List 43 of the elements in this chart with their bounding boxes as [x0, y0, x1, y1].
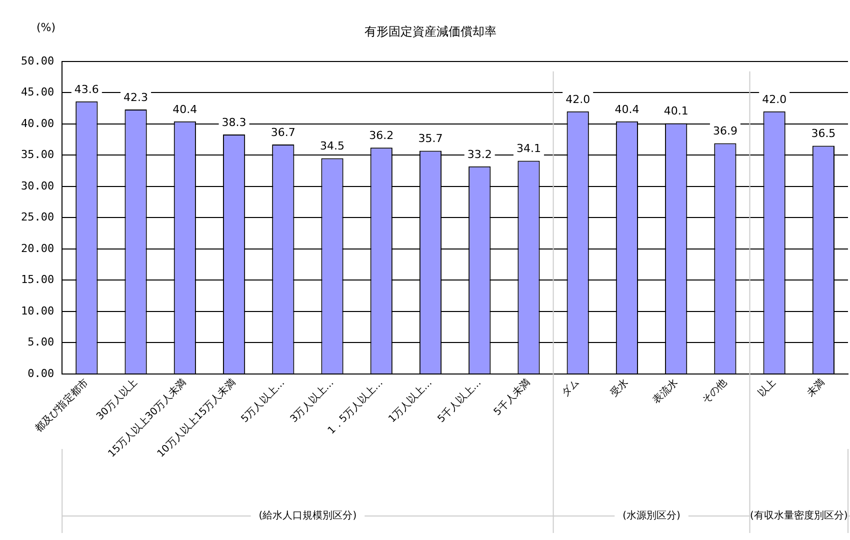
x-tick-label: 30万人以上 [94, 376, 140, 422]
x-tick-label: 以上 [756, 376, 778, 400]
x-tick-label: 5千人以上… [435, 376, 484, 426]
data-label: 34.5 [320, 140, 345, 153]
data-label: 34.1 [516, 142, 541, 156]
y-tick-label: 10.00 [20, 304, 54, 318]
data-label: 40.4 [172, 102, 198, 116]
x-tick-label: 5千人未満 [491, 376, 533, 418]
y-tick-label: 15.00 [20, 273, 54, 286]
data-label: 36.7 [270, 126, 296, 139]
data-label: 36.9 [712, 124, 738, 138]
y-tick-label: 40.00 [20, 116, 54, 130]
y-tick-label: 45.00 [20, 86, 54, 99]
data-label: 40.4 [614, 102, 640, 116]
data-label: 42.0 [566, 92, 590, 106]
y-tick-label: 20.00 [20, 242, 54, 255]
text: (給水人口規模別区分) [258, 510, 357, 522]
y-tick-label: 25.00 [20, 210, 54, 224]
data-label: 36.2 [369, 129, 394, 142]
y-tick-label: 5.00 [28, 336, 54, 349]
data-label: 36.5 [811, 127, 836, 140]
y-tick-label: 35.00 [20, 148, 54, 162]
x-tick-label: その他 [699, 376, 730, 406]
y-tick-label: 30.00 [20, 179, 54, 192]
text: (有収水量密度別区分) [750, 510, 848, 522]
data-label: 42.0 [762, 92, 787, 106]
data-label: 43.6 [74, 82, 99, 96]
y-axis-title: (%) [36, 20, 56, 34]
x-tick-label: 未満 [804, 376, 828, 400]
data-label: 35.7 [418, 132, 443, 146]
data-label: 42.3 [124, 90, 148, 104]
chart-title: 有形固定資産減価償却率 [364, 24, 496, 38]
x-tick-label: 表流水 [650, 376, 680, 406]
data-label: 33.2 [467, 148, 492, 161]
y-tick-label: 50.00 [20, 54, 54, 68]
x-tick-label: 受水 [608, 376, 631, 400]
x-tick-label: ダム [559, 376, 582, 400]
x-tick-label: 3万人以上… [288, 376, 336, 426]
text: (水源別区分) [622, 510, 681, 522]
x-tick-label: 1万人以上… [386, 376, 434, 426]
data-label: 40.1 [664, 104, 688, 118]
x-tick-label: 5万人以上… [238, 376, 288, 426]
data-label: 38.3 [222, 116, 246, 129]
